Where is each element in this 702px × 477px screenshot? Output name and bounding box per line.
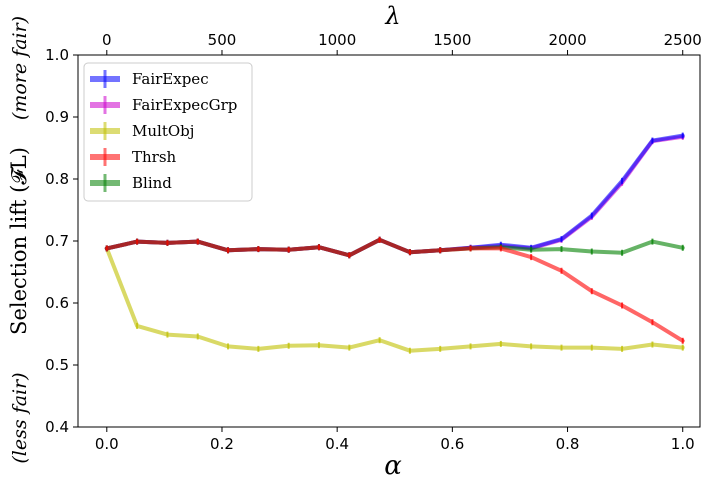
y-tick-label: 0.4: [45, 418, 69, 436]
legend-item-blind: Blind: [90, 174, 172, 192]
y-axis-title: Selection lift (𝓕L): [7, 147, 31, 335]
top-tick-label: 1500: [433, 31, 471, 49]
x-axis-title: α: [384, 451, 402, 477]
x-tick-label: 0.8: [556, 435, 580, 453]
top-tick-label: 2500: [664, 31, 702, 49]
series-line-thrsh: [104, 237, 685, 343]
x-tick-label: 1.0: [671, 435, 695, 453]
legend-label-multobj: MultObj: [132, 122, 194, 140]
series-thrsh: [104, 236, 685, 344]
y-axis-note-less-fair: (less fair): [9, 372, 31, 463]
legend-item-fairexpec: FairExpec: [90, 70, 209, 88]
y-axis-note-more-fair: (more fair): [9, 16, 31, 120]
top-tick-label: 0: [102, 31, 112, 49]
y-tick-label: 0.7: [45, 232, 69, 250]
legend-item-thrsh: Thrsh: [90, 148, 177, 166]
top-axis-title: λ: [384, 2, 400, 30]
x-tick-label: 0.2: [210, 435, 234, 453]
ticks-layer: 0.0 0.2 0.4 0.6 0.8 1.0 0.4 0.5 0.6 0.7 0.8 0.9 1.0 0…: [45, 31, 702, 453]
series-multobj: [104, 245, 685, 354]
y-tick-label: 1.0: [45, 46, 69, 64]
series-layer: [104, 132, 685, 354]
legend-label-fairexpec: FairExpec: [132, 70, 209, 88]
legend-item-multobj: MultObj: [90, 122, 194, 140]
legend-box: [83, 62, 253, 202]
y-tick-label: 0.9: [45, 108, 69, 126]
top-tick-label: 1000: [318, 31, 356, 49]
legend: FairExpec FairExpecGrp MultObj Thrsh Blind: [83, 62, 253, 202]
y-tick-label: 0.6: [45, 294, 69, 312]
legend-label-fairexpecgrp: FairExpecGrp: [132, 96, 237, 114]
x-tick-label: 0.6: [440, 435, 464, 453]
legend-label-thrsh: Thrsh: [132, 148, 177, 166]
x-tick-label: 0.4: [325, 435, 349, 453]
y-tick-label: 0.5: [45, 356, 69, 374]
top-tick-label: 2000: [548, 31, 586, 49]
x-tick-label: 0.0: [95, 435, 119, 453]
legend-label-blind: Blind: [132, 174, 172, 192]
series-line-multobj: [104, 246, 685, 353]
legend-item-fairexpecgrp: FairExpecGrp: [90, 96, 237, 114]
y-tick-label: 0.8: [45, 170, 69, 188]
top-tick-label: 500: [208, 31, 237, 49]
